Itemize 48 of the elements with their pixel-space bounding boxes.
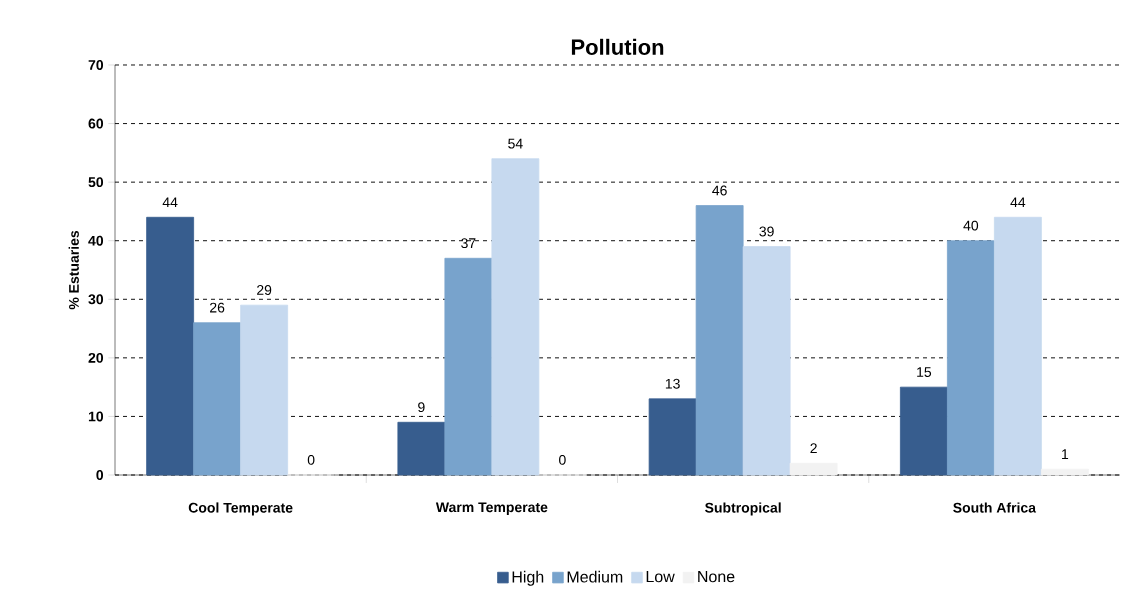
data-label: 44 bbox=[162, 197, 178, 208]
bar bbox=[742, 246, 791, 476]
y-axis-title: % Estuaries bbox=[68, 230, 79, 310]
x-tick-label: Warm Temperate bbox=[435, 502, 548, 515]
y-tick-label: 30 bbox=[88, 294, 104, 305]
data-label: 54 bbox=[508, 138, 523, 149]
data-label: 1 bbox=[1062, 449, 1069, 459]
data-label: 2 bbox=[810, 443, 817, 454]
bar bbox=[193, 322, 242, 476]
legend-label: Medium bbox=[567, 570, 623, 583]
data-label: 37 bbox=[461, 238, 476, 249]
y-tick-label: 70 bbox=[88, 60, 104, 70]
data-label: 44 bbox=[1010, 197, 1026, 208]
bar bbox=[695, 205, 744, 476]
data-label: 39 bbox=[759, 226, 774, 237]
y-tick-label: 10 bbox=[88, 411, 104, 422]
data-label: 13 bbox=[665, 378, 680, 389]
data-label: 9 bbox=[418, 402, 425, 413]
x-tick-label: Subtropical bbox=[705, 502, 781, 516]
data-label: 0 bbox=[559, 454, 566, 465]
data-label: 29 bbox=[257, 285, 272, 295]
data-label: 46 bbox=[712, 185, 727, 196]
legend-label: Low bbox=[646, 571, 675, 583]
bar bbox=[240, 304, 289, 476]
bar bbox=[789, 462, 838, 476]
y-tick-label: 50 bbox=[88, 177, 104, 188]
legend-label: None bbox=[698, 571, 735, 583]
chart-title: Pollution bbox=[571, 38, 664, 55]
y-tick-label: 20 bbox=[88, 352, 104, 363]
y-tick-label: 40 bbox=[88, 235, 104, 246]
data-label: 40 bbox=[963, 220, 979, 231]
bar bbox=[946, 240, 995, 476]
bar bbox=[444, 257, 493, 476]
bar bbox=[993, 216, 1042, 476]
bar bbox=[648, 398, 697, 476]
bar bbox=[397, 421, 446, 476]
x-tick-label: South Africa bbox=[953, 502, 1037, 513]
data-label: 0 bbox=[307, 454, 315, 465]
bar bbox=[1040, 468, 1089, 476]
data-label: 15 bbox=[917, 367, 932, 377]
bar bbox=[899, 386, 948, 476]
y-tick-label: 60 bbox=[88, 118, 104, 129]
bar bbox=[146, 216, 195, 476]
legend-label: High bbox=[512, 570, 544, 586]
bar bbox=[491, 158, 540, 476]
data-label: 26 bbox=[210, 302, 225, 313]
x-tick-label: Cool Temperate bbox=[188, 502, 293, 516]
y-tick-label: 0 bbox=[96, 470, 104, 480]
